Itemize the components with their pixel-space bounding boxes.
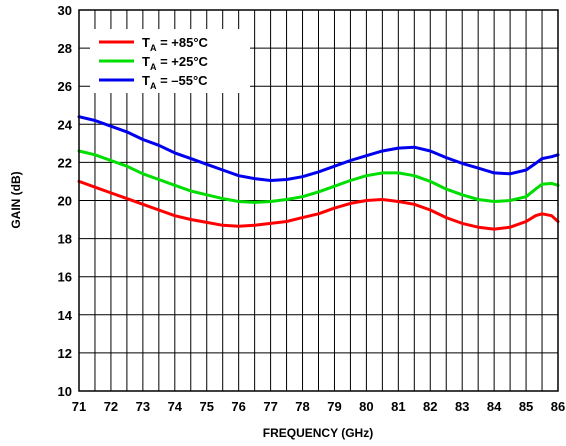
y-tick-label: 20 [58, 194, 72, 209]
x-tick-labels: 71 72 73 74 75 76 77 78 79 80 81 82 83 84 85 86 [72, 399, 565, 414]
series-line [77, 179, 560, 231]
x-tick-label: 79 [327, 399, 341, 414]
series-line [77, 149, 560, 204]
x-tick-label: 80 [359, 399, 373, 414]
x-tick-label: 72 [104, 399, 118, 414]
y-tick-label: 16 [58, 270, 72, 285]
y-tick-label: 22 [58, 155, 72, 170]
x-axis-title: FREQUENCY (GHz) [263, 426, 373, 440]
y-tick-label: 10 [58, 384, 72, 399]
x-tick-label: 84 [487, 399, 502, 414]
y-tick-label: 12 [58, 346, 72, 361]
x-tick-label: 73 [136, 399, 150, 414]
y-tick-label: 14 [58, 308, 73, 323]
x-tick-label: 81 [391, 399, 405, 414]
legend-label: TA = –55°C [142, 73, 208, 91]
x-tick-label: 75 [199, 399, 213, 414]
series-line [77, 115, 560, 182]
y-axis-title: GAIN (dB) [9, 171, 23, 228]
y-tick-label: 30 [58, 3, 72, 18]
legend-label: TA = +25°C [142, 54, 209, 72]
legend: TA = +85°CTA = +25°CTA = –55°C [90, 29, 250, 93]
x-tick-label: 82 [423, 399, 437, 414]
x-tick-label: 74 [168, 399, 183, 414]
x-tick-label: 77 [263, 399, 277, 414]
y-tick-labels: 10 12 14 16 18 20 22 24 26 28 30 [58, 3, 73, 399]
series-lines [77, 115, 560, 231]
y-tick-label: 24 [58, 117, 73, 132]
y-tick-label: 18 [58, 232, 72, 247]
x-tick-label: 76 [231, 399, 245, 414]
legend-label: TA = +85°C [142, 35, 209, 53]
y-tick-label: 26 [58, 79, 72, 94]
x-tick-label: 86 [551, 399, 565, 414]
x-tick-label: 85 [519, 399, 533, 414]
x-tick-label: 83 [455, 399, 469, 414]
x-tick-label: 78 [295, 399, 309, 414]
y-tick-label: 28 [58, 41, 72, 56]
plot-frame [78, 9, 559, 392]
x-tick-label: 71 [72, 399, 86, 414]
